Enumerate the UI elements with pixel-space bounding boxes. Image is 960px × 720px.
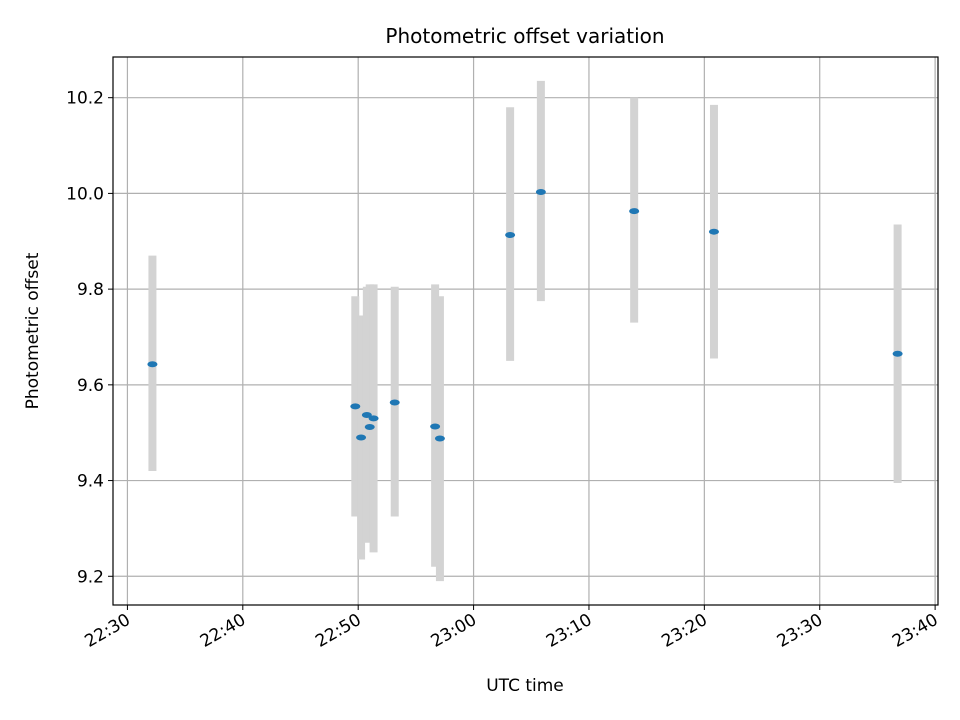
data-point <box>708 228 719 235</box>
data-point <box>892 350 903 357</box>
data-point <box>368 415 379 422</box>
data-point <box>364 423 375 430</box>
chart-title: Photometric offset variation <box>385 24 664 48</box>
y-tick-label: 9.4 <box>77 472 104 492</box>
plot-frame <box>112 56 939 606</box>
data-point <box>535 188 546 195</box>
data-point <box>505 232 516 239</box>
data-point <box>430 423 441 430</box>
data-point <box>434 435 445 442</box>
data-point <box>389 399 400 406</box>
y-tick-label: 10.2 <box>66 89 104 109</box>
data-point <box>361 411 372 418</box>
y-tick-label: 9.6 <box>77 376 104 396</box>
x-axis-label: UTC time <box>486 676 564 696</box>
markers <box>147 188 903 442</box>
y-axis-ticks: 9.2 9.4 9.6 9.8 10.0 10.2 <box>66 89 113 587</box>
y-tick-label: 9.2 <box>77 567 104 587</box>
data-point <box>147 361 158 368</box>
data-point <box>356 434 367 441</box>
data-point <box>350 403 361 410</box>
y-axis-label: Photometric offset <box>23 252 43 409</box>
data-point <box>629 208 640 215</box>
y-tick-label: 10.0 <box>66 184 104 204</box>
y-tick-label: 9.8 <box>77 280 104 300</box>
